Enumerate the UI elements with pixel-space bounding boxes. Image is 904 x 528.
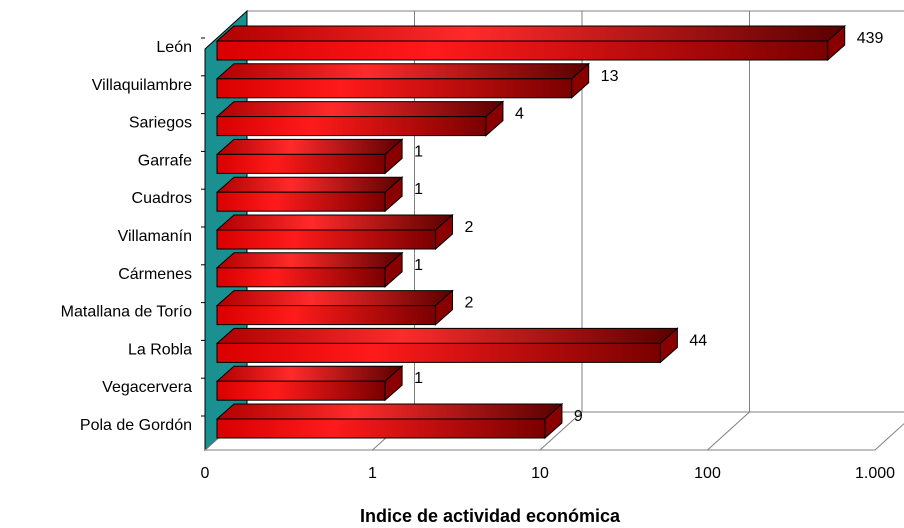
bar-end bbox=[384, 251, 403, 288]
category-label: Matallana de Torío bbox=[61, 304, 192, 321]
bar-front bbox=[216, 305, 437, 326]
data-label: 2 bbox=[465, 219, 474, 236]
bar-top bbox=[215, 138, 404, 155]
category-label: Cármenes bbox=[118, 266, 192, 283]
bar-top bbox=[215, 252, 404, 269]
bar bbox=[215, 176, 404, 213]
bar-end bbox=[827, 24, 846, 62]
data-label: 9 bbox=[574, 408, 583, 425]
floor-gridline bbox=[707, 411, 750, 451]
bar-front bbox=[216, 418, 546, 439]
bar-front bbox=[216, 267, 386, 288]
bar-end bbox=[384, 176, 403, 213]
bar-front bbox=[216, 153, 386, 174]
bars-layer bbox=[215, 24, 847, 440]
category-label: Cuadros bbox=[132, 190, 192, 207]
data-label: 1 bbox=[414, 143, 423, 160]
data-label: 2 bbox=[465, 295, 474, 312]
bar-front bbox=[216, 116, 487, 137]
bar-top bbox=[215, 365, 404, 382]
x-tick-label: 10 bbox=[531, 465, 549, 482]
bar bbox=[215, 402, 564, 440]
bar-top bbox=[215, 25, 847, 42]
data-label: 439 bbox=[857, 30, 884, 47]
category-label: Garrafe bbox=[138, 152, 192, 169]
bar-front bbox=[216, 380, 386, 401]
bar-front bbox=[216, 40, 829, 61]
category-label: León bbox=[156, 39, 192, 56]
bar-end bbox=[435, 213, 454, 251]
bar-front bbox=[216, 342, 661, 363]
bar bbox=[215, 100, 505, 137]
bar-top bbox=[215, 290, 454, 307]
bar-front bbox=[216, 78, 573, 99]
labels-layer: 0 1 10 100 1.000 439 León 13 Villaquilambre 4 Sari… bbox=[61, 30, 895, 482]
bar bbox=[215, 138, 404, 175]
x-tick-label: 1 bbox=[368, 465, 377, 482]
floor-gridline bbox=[874, 423, 904, 451]
category-label: Sariegos bbox=[129, 115, 192, 132]
bar-front bbox=[216, 191, 386, 212]
bar-top bbox=[215, 403, 564, 420]
bar-front bbox=[216, 229, 437, 250]
bar bbox=[215, 24, 847, 62]
x-tick-label: 100 bbox=[694, 465, 721, 482]
bar bbox=[215, 327, 679, 364]
x-axis-title: Indice de actividad económica bbox=[360, 506, 621, 526]
data-label: 1 bbox=[414, 257, 423, 274]
bar-top bbox=[215, 101, 505, 118]
bar-top bbox=[215, 214, 454, 231]
x-tick-label: 0 bbox=[201, 465, 210, 482]
data-label: 1 bbox=[414, 370, 423, 387]
category-label: Pola de Gordón bbox=[80, 417, 192, 434]
bar bbox=[215, 213, 454, 251]
bar-end bbox=[435, 289, 454, 326]
bar-top bbox=[215, 63, 591, 80]
data-label: 1 bbox=[414, 181, 423, 198]
bar-end bbox=[384, 365, 403, 402]
bar bbox=[215, 365, 404, 402]
data-label: 13 bbox=[601, 68, 619, 85]
bar bbox=[215, 289, 454, 326]
bar-end bbox=[384, 138, 403, 175]
x-tick-label: 1.000 bbox=[855, 465, 895, 482]
bar-end bbox=[544, 402, 563, 440]
bar-end bbox=[571, 62, 590, 99]
category-label: La Robla bbox=[128, 341, 192, 358]
data-label: 44 bbox=[689, 332, 707, 349]
category-label: Villaquilambre bbox=[92, 77, 192, 94]
bar bbox=[215, 251, 404, 288]
category-label: Villamanín bbox=[118, 228, 192, 245]
category-label: Vegacervera bbox=[102, 379, 192, 396]
bar-end bbox=[485, 100, 504, 137]
bar bbox=[215, 62, 591, 99]
bar-top bbox=[215, 327, 679, 344]
bar-end bbox=[659, 327, 678, 364]
bar-top bbox=[215, 176, 404, 193]
data-label: 4 bbox=[515, 106, 524, 123]
floor-gridline bbox=[539, 411, 583, 451]
